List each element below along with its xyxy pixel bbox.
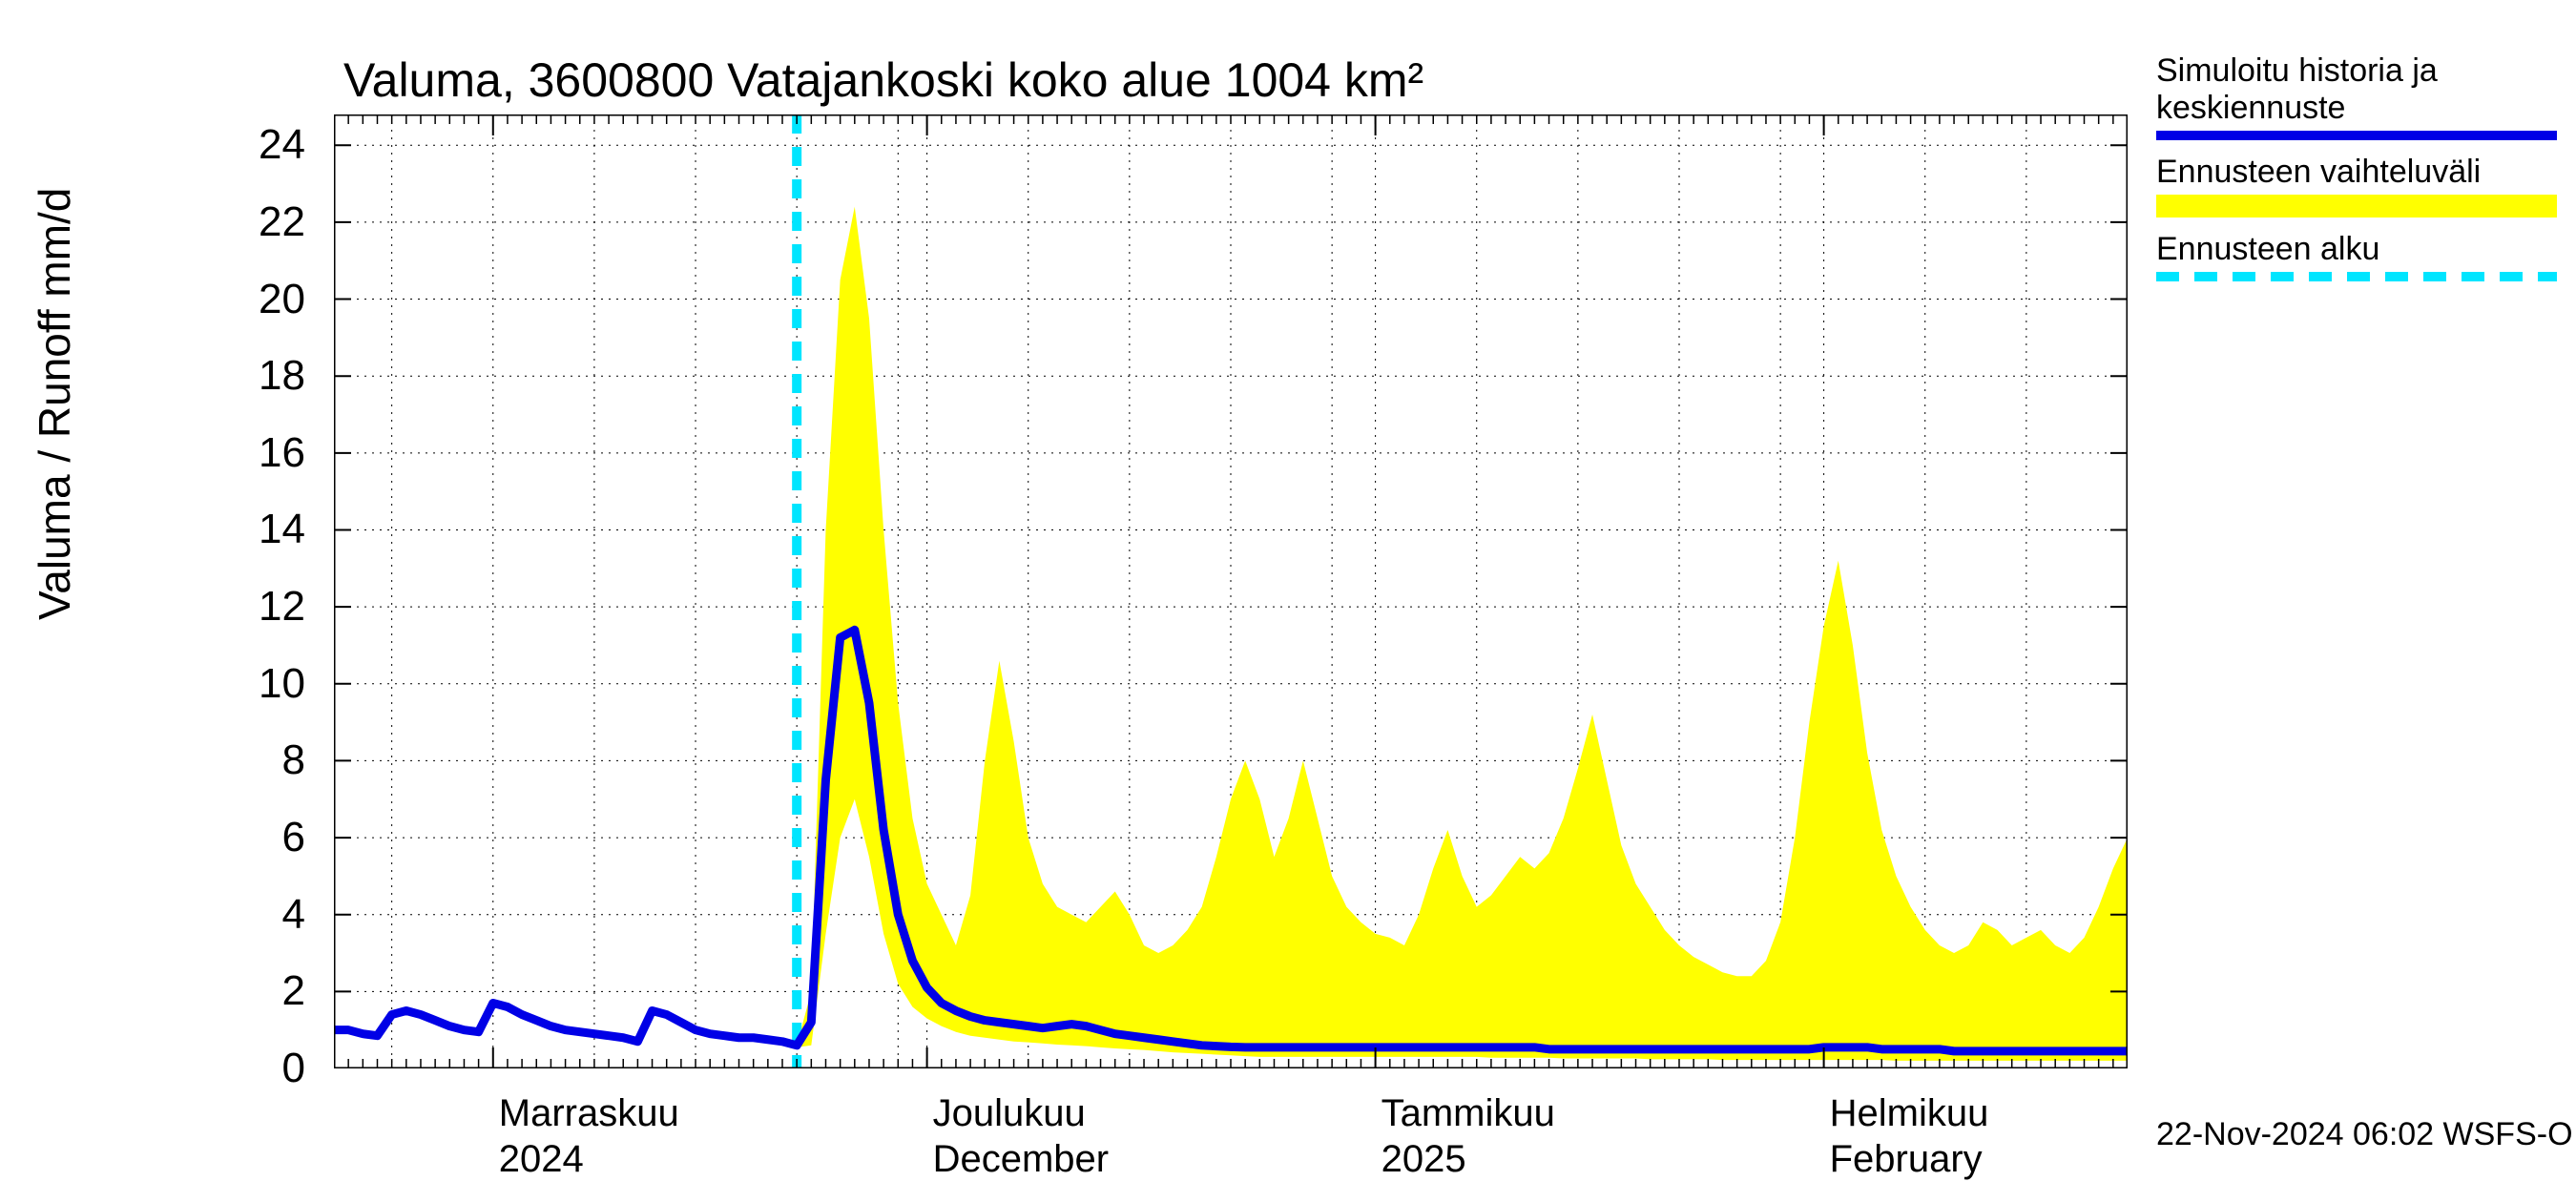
y-axis-label: Valuma / Runoff mm/d: [29, 188, 80, 620]
x-tick-label: Marraskuu2024: [499, 1090, 679, 1182]
x-tick-label: Tammikuu2025: [1381, 1090, 1555, 1182]
legend-label: Ennusteen alku: [2156, 231, 2557, 268]
y-tick-label: 0: [282, 1045, 305, 1092]
range-fill-group: [797, 207, 2128, 1061]
chart-svg: [334, 114, 2128, 1068]
x-tick-label: JoulukuuDecember: [933, 1090, 1110, 1182]
y-tick-label: 2: [282, 967, 305, 1015]
legend-label: Simuloitu historia ja keskiennuste: [2156, 52, 2557, 127]
figure: Valuma, 3600800 Vatajankoski koko alue 1…: [0, 0, 2576, 1145]
legend-swatch: [2156, 272, 2557, 281]
legend-label: Ennusteen vaihteluväli: [2156, 154, 2557, 191]
footer-text: 22-Nov-2024 06:02 WSFS-O: [2156, 1116, 2573, 1153]
legend-entry: Simuloitu historia ja keskiennuste: [2156, 52, 2557, 140]
x-tick-label: HelmikuuFebruary: [1830, 1090, 1989, 1182]
y-tick-label: 22: [259, 198, 305, 246]
chart-title: Valuma, 3600800 Vatajankoski koko alue 1…: [343, 52, 1423, 108]
legend-swatch: [2156, 195, 2557, 218]
y-tick-label: 10: [259, 660, 305, 708]
plot-area: [334, 114, 2128, 1068]
y-tick-label: 14: [259, 506, 305, 553]
y-tick-label: 4: [282, 891, 305, 939]
y-tick-label: 6: [282, 814, 305, 861]
y-tick-label: 20: [259, 276, 305, 323]
legend-entry: Ennusteen alku: [2156, 231, 2557, 281]
y-tick-labels: 024681012141618202224: [191, 114, 324, 1068]
y-tick-label: 16: [259, 429, 305, 477]
y-tick-label: 18: [259, 352, 305, 400]
legend: Simuloitu historia ja keskiennuste Ennust…: [2156, 52, 2557, 295]
legend-swatch: [2156, 131, 2557, 140]
y-tick-label: 8: [282, 736, 305, 784]
x-tick-labels: Marraskuu2024 JoulukuuDecember Tammikuu202…: [334, 1088, 2128, 1202]
y-tick-label: 12: [259, 583, 305, 631]
legend-entry: Ennusteen vaihteluväli: [2156, 154, 2557, 218]
y-tick-label: 24: [259, 121, 305, 169]
